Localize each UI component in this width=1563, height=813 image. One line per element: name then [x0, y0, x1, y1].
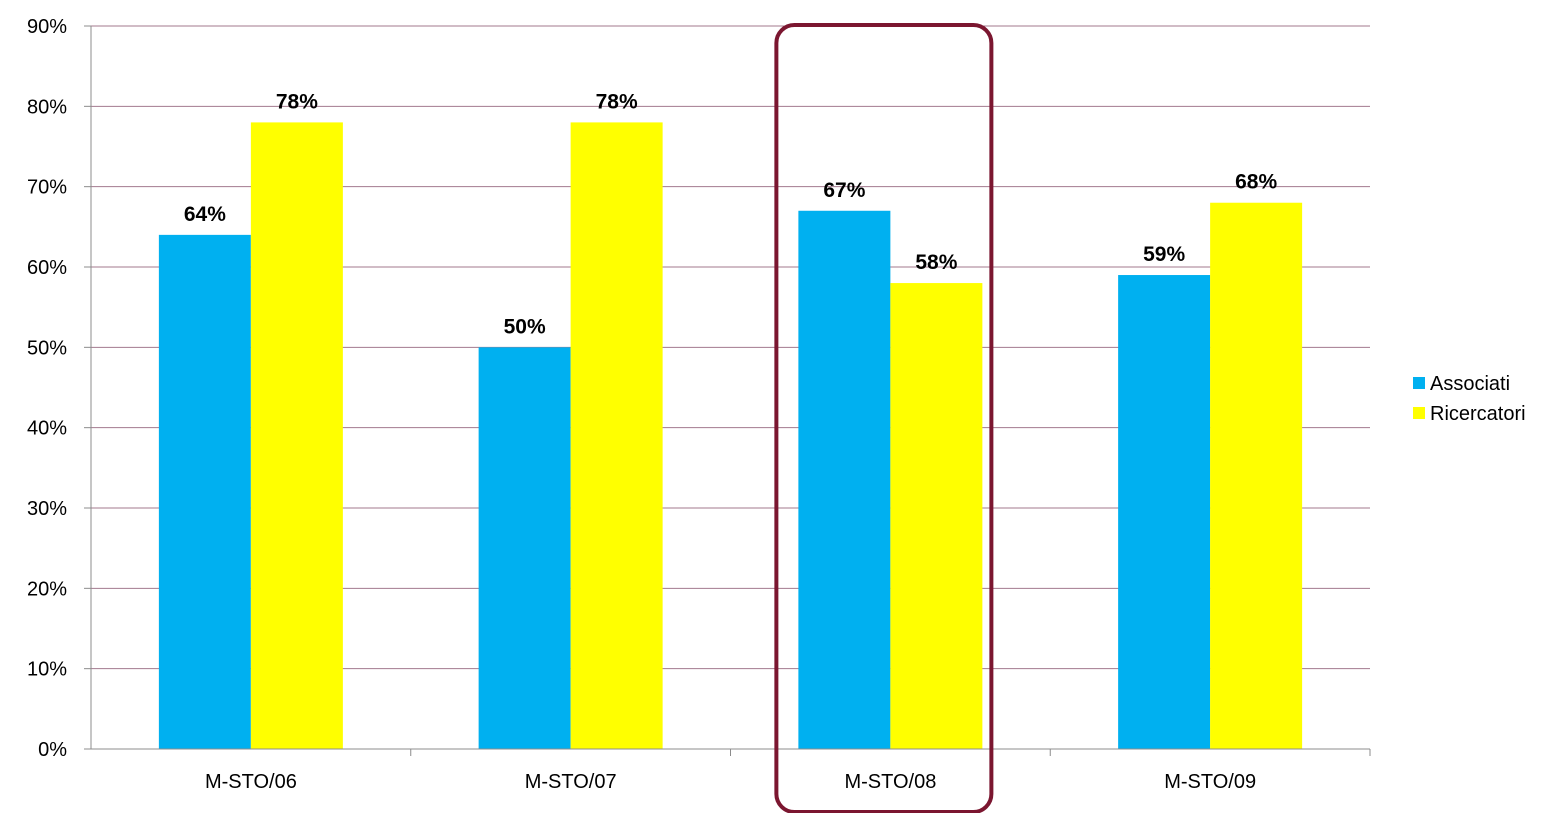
bar-ricercatori-2: [570, 122, 663, 749]
data-label: 68%: [1235, 171, 1277, 194]
data-label: 78%: [596, 90, 638, 113]
x-tick-label: M-STO/08: [844, 771, 936, 793]
legend-label-ricercatori: Ricercatori: [1430, 403, 1526, 425]
data-label: 58%: [915, 251, 957, 274]
highlight-box-layer: [774, 23, 994, 813]
data-label: 78%: [276, 90, 318, 113]
x-axis: M-STO/06 M-STO/07 M-STO/08 M-STO/09: [91, 748, 1371, 793]
data-label: 64%: [184, 203, 226, 226]
y-tick-label: 10%: [27, 659, 67, 681]
bar-ricercatori-3: [890, 283, 983, 749]
y-tick-label: 70%: [27, 177, 67, 199]
bar-associati-4: [1118, 275, 1211, 749]
x-tick-label: M-STO/09: [1164, 771, 1256, 793]
highlight-box: [774, 23, 994, 813]
y-tick-label: 40%: [27, 418, 67, 440]
y-tick-label: 0%: [38, 739, 67, 761]
data-label: 59%: [1143, 243, 1185, 266]
bar-associati-3: [798, 210, 891, 749]
y-tick-label: 60%: [27, 257, 67, 279]
bar-ricercatori-1: [250, 122, 343, 749]
y-tick-label: 90%: [27, 16, 67, 38]
bar-associati-2: [478, 347, 571, 749]
data-label: 67%: [823, 179, 865, 202]
y-axis: 0% 10% 20% 30% 40% 50% 60% 70% 80% 90%: [27, 16, 92, 761]
y-tick-label: 80%: [27, 96, 67, 118]
bar-ricercatori-4: [1210, 202, 1303, 749]
x-tick-label: M-STO/06: [205, 771, 297, 793]
y-tick-label: 20%: [27, 578, 67, 600]
legend-swatch-ricercatori: [1413, 407, 1425, 419]
legend: Associati Ricercatori: [1413, 373, 1526, 425]
legend-label-associati: Associati: [1430, 373, 1510, 395]
data-labels: 64% 78% 50% 78% 67% 58% 59% 68%: [184, 90, 1278, 338]
data-label: 50%: [504, 315, 546, 338]
y-tick-label: 50%: [27, 337, 67, 359]
bars: [158, 122, 1303, 749]
x-tick-label: M-STO/07: [525, 771, 617, 793]
bar-associati-1: [158, 234, 251, 749]
legend-swatch-associati: [1413, 377, 1425, 389]
y-tick-label: 30%: [27, 498, 67, 520]
